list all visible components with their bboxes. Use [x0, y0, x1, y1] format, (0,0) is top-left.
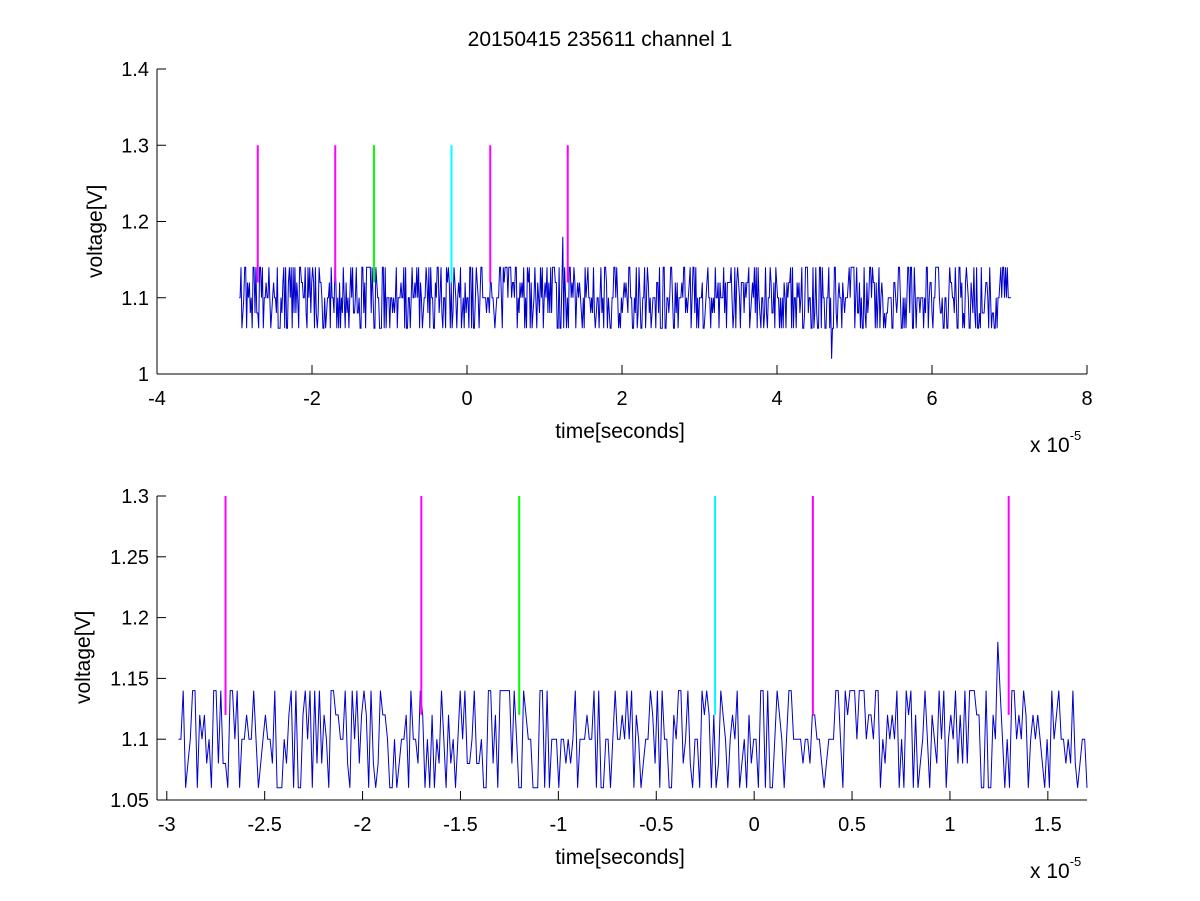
bottom-x-exponent: x 10-5: [1030, 854, 1081, 884]
top-y-tick-label: 1.3: [121, 135, 149, 157]
top-x-tick-label: 8: [1081, 388, 1092, 410]
top-signal-trace: [239, 236, 1011, 359]
top-y-tick-label: 1.4: [121, 59, 149, 81]
bottom-y-tick-label: 1.05: [110, 790, 149, 812]
top-x-tick-label: 6: [926, 388, 937, 410]
top-x-axis-label: time[seconds]: [555, 420, 685, 443]
top-x-tick-label: -2: [303, 388, 321, 410]
top-y-axis-label: voltage[V]: [84, 184, 107, 278]
top-x-exponent-power: -5: [1069, 428, 1082, 443]
top-y-tick-label: 1: [138, 364, 149, 386]
bottom-x-tick-label: 1: [944, 814, 955, 836]
top-x-exponent-base: x 10: [1030, 434, 1070, 457]
top-x-tick-label: 0: [461, 388, 472, 410]
bottom-x-tick-label: -2: [354, 814, 372, 836]
bottom-y-tick-label: 1.3: [121, 486, 149, 508]
bottom-y-tick-label: 1.25: [110, 547, 149, 569]
bottom-y-tick-label: 1.2: [121, 608, 149, 630]
bottom-x-exponent-power: -5: [1069, 854, 1082, 869]
bottom-x-tick-label: -3: [158, 814, 176, 836]
top-x-exponent: x 10-5: [1030, 428, 1081, 458]
bottom-x-tick-label: -1: [549, 814, 567, 836]
bottom-y-tick-label: 1.15: [110, 668, 149, 690]
bottom-x-tick-label: -2.5: [247, 814, 281, 836]
bottom-signal-trace: [178, 641, 1088, 789]
top-x-tick-label: 4: [771, 388, 782, 410]
bottom-x-tick-label: 1.5: [1034, 814, 1062, 836]
bottom-x-tick-label: 0: [749, 814, 760, 836]
top-x-tick-label: -4: [148, 388, 166, 410]
bottom-x-tick-label: 0.5: [838, 814, 866, 836]
bottom-x-exponent-base: x 10: [1030, 860, 1070, 883]
top-axes: -4 -2 0 2 4 6 8 1 1.1 1.2 1.3 1.4: [121, 59, 1092, 410]
bottom-x-tick-label: -1.5: [443, 814, 477, 836]
bottom-x-axis-label: time[seconds]: [555, 846, 685, 869]
bottom-y-tick-label: 1.1: [121, 729, 149, 751]
top-y-tick-label: 1.2: [121, 212, 149, 234]
bottom-axes: -3 -2.5 -2 -1.5 -1 -0.5 0 0.5 1 1.5 1.05 1.1 1.15 1.2…: [110, 486, 1088, 836]
top-x-tick-label: 2: [616, 388, 627, 410]
bottom-y-axis-label: voltage[V]: [72, 610, 95, 704]
figure-title: 20150415 235611 channel 1: [467, 28, 733, 51]
bottom-x-tick-label: -0.5: [639, 814, 673, 836]
top-y-tick-label: 1.1: [121, 288, 149, 310]
